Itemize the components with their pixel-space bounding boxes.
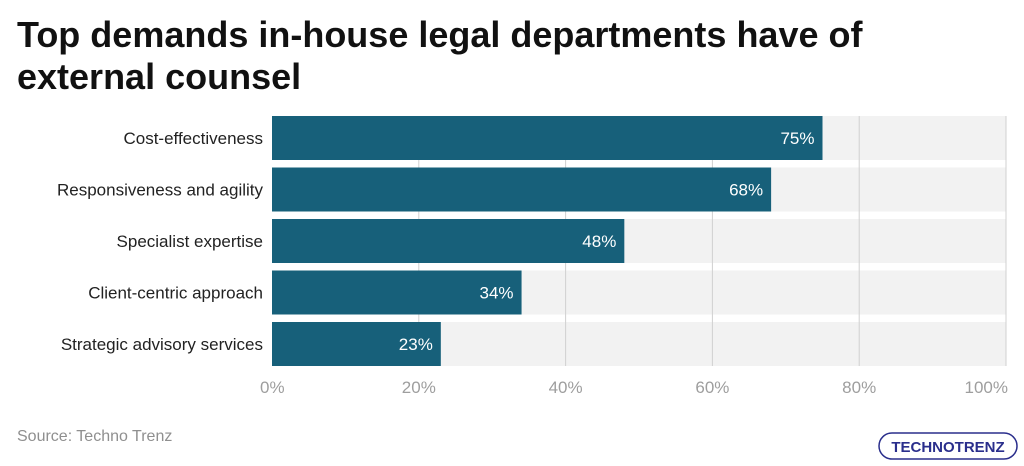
- logo-text: TECHNOTRENZ: [891, 439, 1004, 456]
- bar: [272, 116, 823, 160]
- bar-value-label: 68%: [729, 181, 763, 200]
- bar-value-label: 75%: [780, 129, 814, 148]
- bar: [272, 167, 772, 212]
- category-label: Client-centric approach: [88, 284, 263, 303]
- category-label: Cost-effectiveness: [123, 129, 263, 148]
- x-tick-label: 80%: [842, 378, 876, 397]
- bar-value-label: 23%: [399, 335, 433, 354]
- x-tick-label: 20%: [402, 378, 436, 397]
- bar-value-label: 48%: [582, 232, 616, 251]
- category-label: Strategic advisory services: [61, 335, 263, 354]
- x-tick-label: 0%: [260, 378, 285, 397]
- x-tick-label: 40%: [549, 378, 583, 397]
- category-label: Specialist expertise: [117, 232, 263, 251]
- x-tick-label: 60%: [695, 378, 729, 397]
- bar: [272, 322, 441, 366]
- x-tick-label: 100%: [965, 378, 1008, 397]
- bar: [272, 270, 522, 315]
- source-note: Source: Techno Trenz: [17, 428, 173, 445]
- chart-title: Top demands in-house legal departments h…: [17, 14, 863, 97]
- techno-trenz-logo: TECHNOTRENZ: [878, 432, 1018, 460]
- category-label: Responsiveness and agility: [57, 181, 264, 200]
- bar: [272, 219, 625, 263]
- bar-chart: 75% Cost-effectiveness 68% Responsiveness a…: [57, 116, 1008, 397]
- bar-value-label: 34%: [480, 284, 514, 303]
